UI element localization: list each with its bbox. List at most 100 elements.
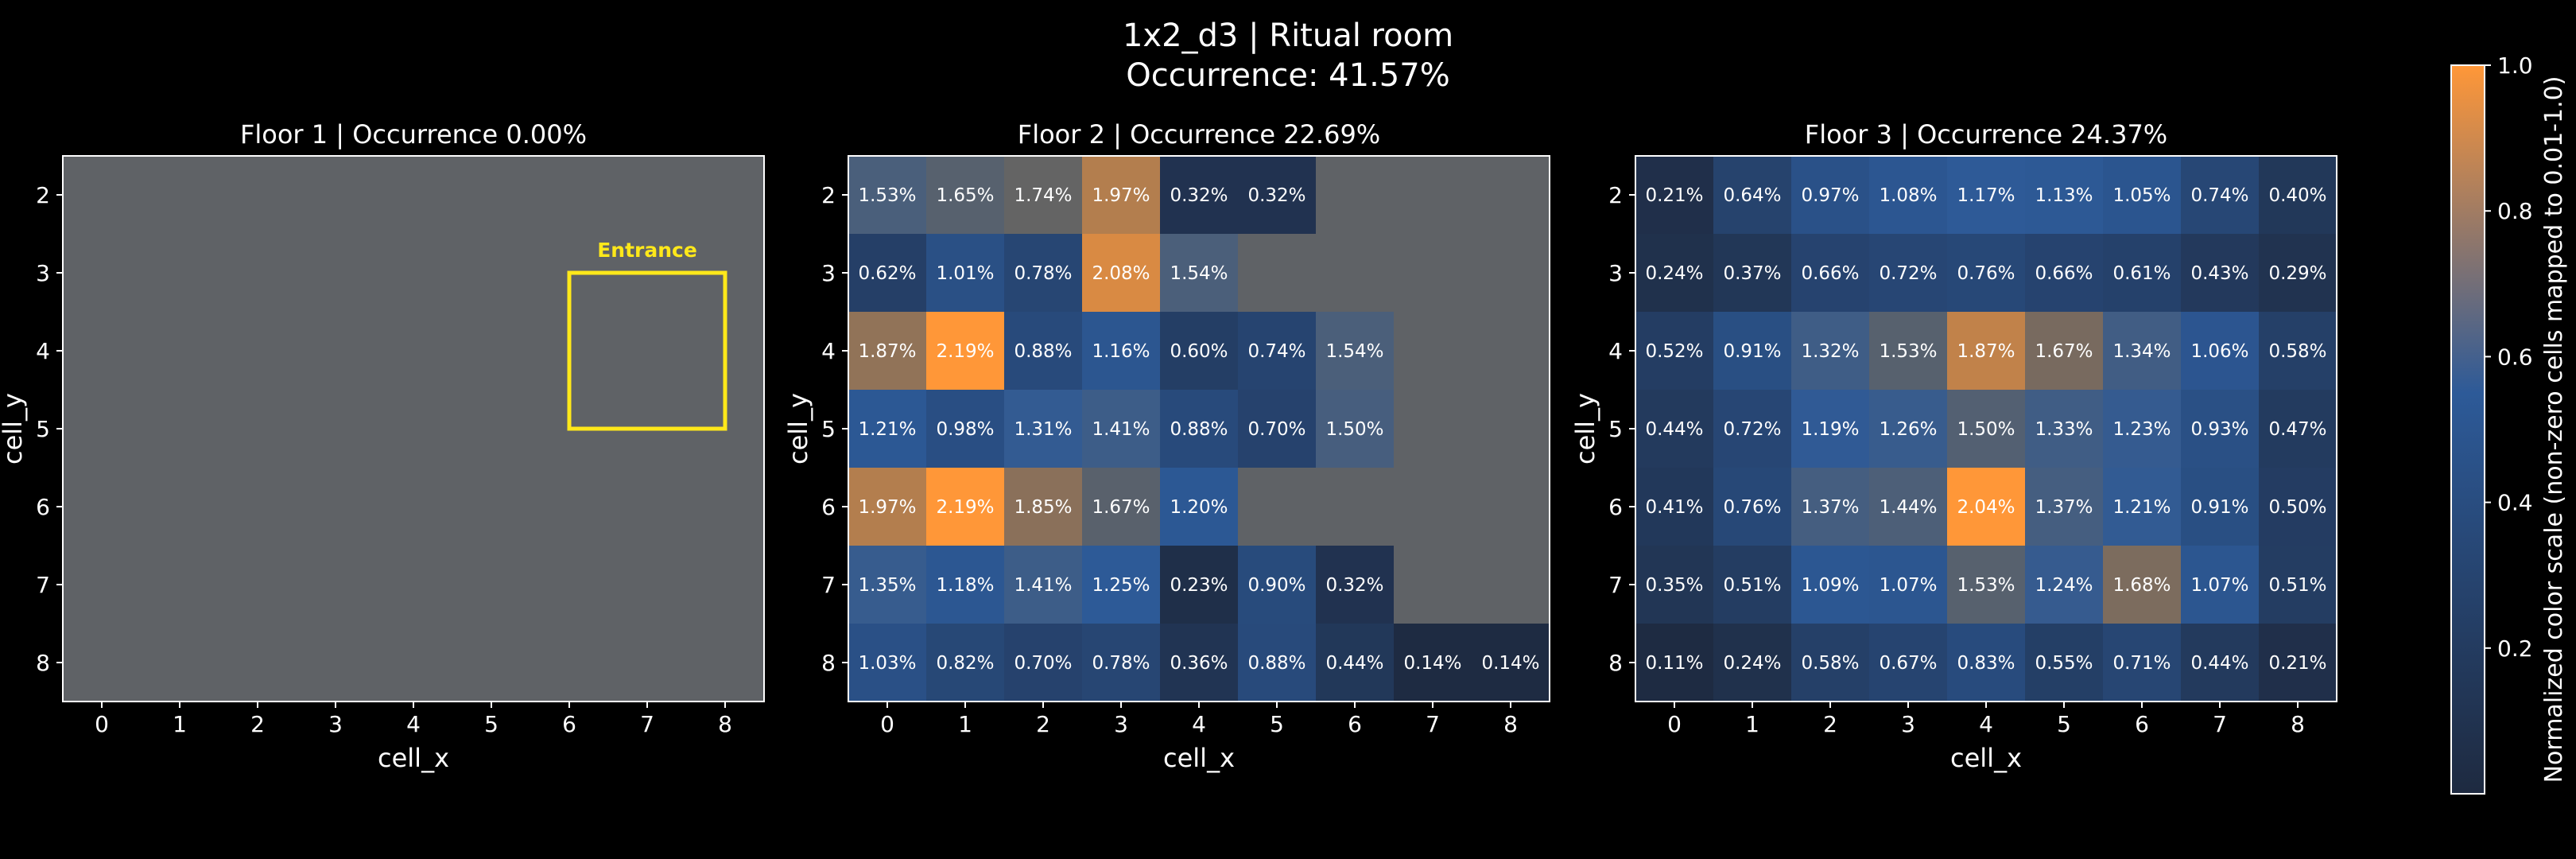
heatmap-cell: [1082, 390, 1160, 468]
cell-value-label: 0.78%: [1092, 653, 1150, 674]
cell-value-label: 0.91%: [1723, 341, 1781, 362]
y-tick-label: 8: [821, 650, 836, 676]
cell-value-label: 0.72%: [1723, 419, 1781, 440]
colorbar-tick-label: 1.0: [2497, 52, 2533, 79]
figure-subtitle: Occurrence: 41.57%: [1126, 57, 1450, 94]
y-tick-label: 8: [36, 650, 50, 676]
x-tick-label: 6: [562, 711, 576, 737]
heatmap-cell: [1004, 312, 1082, 390]
heatmap-cell: [2103, 234, 2181, 312]
heatmap-cell: [1160, 312, 1238, 390]
heatmap-cell: [926, 390, 1004, 468]
heatmap-cell: [926, 624, 1004, 702]
heatmap-cell: [1160, 156, 1238, 234]
cell-value-label: 1.19%: [1801, 419, 1859, 440]
heatmap-cell: [1635, 312, 1713, 390]
heatmap-cell: [1869, 546, 1947, 624]
cell-value-label: 0.71%: [2112, 653, 2171, 674]
cell-value-label: 1.32%: [1801, 341, 1859, 362]
x-tick-label: 1: [1745, 711, 1759, 737]
heatmap-cell: [1947, 156, 2025, 234]
heatmap-cell: [2025, 234, 2103, 312]
heatmap-cell: [1869, 156, 1947, 234]
x-tick-label: 7: [2213, 711, 2227, 737]
heatmap-cell: [1713, 624, 1791, 702]
cell-value-label: 1.09%: [1801, 575, 1859, 596]
cell-value-label: 1.54%: [1170, 263, 1228, 284]
heatmap-cell: [1947, 312, 2025, 390]
y-tick-label: 7: [36, 572, 50, 598]
heatmap-cell: [2259, 390, 2337, 468]
cell-value-label: 0.44%: [1325, 653, 1383, 674]
heatmap-cell: [1238, 390, 1316, 468]
cell-value-label: 0.14%: [1403, 653, 1461, 674]
cell-value-label: 0.83%: [1957, 653, 2015, 674]
heatmap-cell: [1947, 234, 2025, 312]
heatmap-cell: [2181, 468, 2259, 546]
cell-value-label: 0.72%: [1879, 263, 1937, 284]
cell-value-label: 1.44%: [1879, 497, 1937, 518]
heatmap-cell: [1791, 546, 1869, 624]
heatmap-cell: [1316, 312, 1394, 390]
y-tick-label: 4: [36, 338, 50, 364]
cell-value-label: 0.88%: [1014, 341, 1072, 362]
heatmap-panel-floor-2: 1.53% 1.65% 1.74% 1.97% 0.32% 0.32% 0.62% 1.01%…: [783, 119, 1550, 773]
cell-value-label: 1.25%: [1092, 575, 1150, 596]
cell-value-label: 1.74%: [1014, 185, 1072, 206]
cell-value-label: 2.19%: [936, 497, 994, 518]
heatmap-cell: [2181, 234, 2259, 312]
x-tick-label: 4: [406, 711, 421, 737]
entrance-label: Entrance: [597, 239, 697, 262]
cell-value-label: 1.67%: [1092, 497, 1150, 518]
x-tick-label: 8: [2291, 711, 2305, 737]
heatmap-cell: [848, 156, 926, 234]
x-axis-label: cell_x: [1163, 743, 1235, 773]
cell-value-label: 1.23%: [2112, 419, 2171, 440]
cell-value-label: 0.64%: [1723, 185, 1781, 206]
cell-value-label: 2.04%: [1957, 497, 2015, 518]
heatmap-cell: [1713, 546, 1791, 624]
cell-value-label: 1.21%: [858, 419, 916, 440]
cell-value-label: 0.62%: [858, 263, 916, 284]
x-tick-label: 6: [2135, 711, 2149, 737]
x-tick-label: 6: [1348, 711, 1362, 737]
cell-value-label: 0.21%: [2268, 653, 2326, 674]
cell-value-label: 0.74%: [1247, 341, 1305, 362]
cell-value-label: 0.50%: [2268, 497, 2326, 518]
cell-value-label: 1.26%: [1879, 419, 1937, 440]
heatmap-cell: [2103, 390, 2181, 468]
cell-value-label: 0.91%: [2190, 497, 2248, 518]
cell-value-label: 1.37%: [1801, 497, 1859, 518]
cell-value-label: 0.51%: [2268, 575, 2326, 596]
heatmap-cell: [926, 234, 1004, 312]
heatmap-cell: [1004, 624, 1082, 702]
heatmap-cell: [1947, 546, 2025, 624]
cell-value-label: 0.52%: [1645, 341, 1703, 362]
x-tick-label: 5: [2057, 711, 2071, 737]
heatmap-cell: [1238, 546, 1316, 624]
y-tick-label: 7: [1608, 572, 1623, 598]
heatmap-cell: [2259, 468, 2337, 546]
x-axis-label: cell_x: [378, 743, 449, 773]
heatmap-cell: [2103, 156, 2181, 234]
cell-value-label: 0.44%: [2190, 653, 2248, 674]
heatmap-cell: [1394, 624, 1472, 702]
y-tick-label: 6: [821, 494, 836, 520]
heatmap-cell: [1869, 390, 1947, 468]
cell-value-label: 1.33%: [2035, 419, 2093, 440]
cell-value-label: 1.13%: [2035, 185, 2093, 206]
cell-value-label: 1.21%: [2112, 497, 2171, 518]
cell-value-label: 0.35%: [1645, 575, 1703, 596]
heatmap-cell: [1004, 156, 1082, 234]
heatmap-cell: [1947, 390, 2025, 468]
cell-value-label: 0.41%: [1645, 497, 1703, 518]
heatmap-cell: [1004, 234, 1082, 312]
heatmap-cell: [848, 312, 926, 390]
cell-value-label: 1.41%: [1092, 419, 1150, 440]
y-tick-label: 3: [1608, 260, 1623, 286]
x-tick-label: 2: [1036, 711, 1050, 737]
cell-value-label: 0.43%: [2190, 263, 2248, 284]
heatmap-cell: [1082, 156, 1160, 234]
heatmap-cell: [1082, 546, 1160, 624]
heatmap-cell: [1160, 234, 1238, 312]
